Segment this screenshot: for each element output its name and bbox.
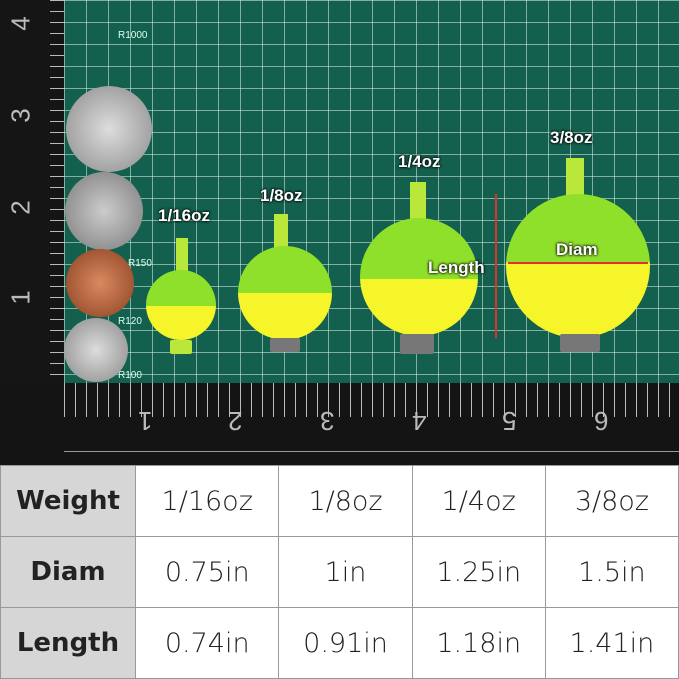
- table-cell: 1/8oz: [278, 465, 413, 537]
- table-cell: 1.18in: [411, 607, 546, 679]
- ruler-number: 2: [228, 406, 243, 436]
- penny-coin: [66, 249, 134, 317]
- dime-coin: [64, 318, 128, 382]
- vertical-ruler: 4 3 2 1: [0, 0, 64, 385]
- ruler-number: 4: [412, 406, 427, 436]
- mat-label: R1000: [118, 30, 148, 41]
- ruler-number: 3: [320, 406, 335, 436]
- size-table: Weight 1/16oz 1/8oz 1/4oz 3/8oz Diam 0.7…: [0, 465, 679, 679]
- table-cell: 0.75in: [134, 536, 280, 608]
- table-cell: 0.91in: [278, 607, 413, 679]
- product-photo: R1000 R150 R120 R100 4 3 2 1 1 2 3 4 5 6…: [0, 0, 679, 465]
- table-cell: 1in: [278, 536, 413, 608]
- ruler-number: 5: [502, 406, 517, 436]
- table-row-length: Length 0.74in 0.91in 1.18in 1.41in: [0, 607, 679, 679]
- float-1-4oz: [360, 218, 478, 336]
- nickel-coin: [65, 172, 143, 250]
- mat-label: R120: [118, 316, 142, 327]
- quarter-coin: [66, 86, 152, 172]
- row-header: Length: [0, 607, 136, 679]
- mat-label: R100: [118, 370, 142, 381]
- table-cell: 1.41in: [544, 607, 679, 679]
- ruler-number: 3: [5, 108, 36, 123]
- table-row-weight: Weight 1/16oz 1/8oz 1/4oz 3/8oz: [0, 465, 679, 537]
- row-header: Weight: [0, 465, 136, 537]
- table-cell: 1.5in: [544, 536, 679, 608]
- float-1-8oz: [238, 246, 332, 340]
- ruler-number: 1: [5, 290, 36, 305]
- ruler-number: 4: [5, 16, 36, 31]
- ruler-number: 2: [5, 200, 36, 215]
- float-label: 1/16oz: [158, 206, 210, 225]
- horizontal-ruler: 1 2 3 4 5 6: [0, 383, 679, 465]
- ruler-number: 6: [594, 406, 609, 436]
- float-3-8oz: [506, 194, 650, 338]
- table-cell: 1/4oz: [411, 465, 546, 537]
- table-row-diam: Diam 0.75in 1in 1.25in 1.5in: [0, 536, 679, 608]
- table-cell: 0.74in: [134, 607, 280, 679]
- table-cell: 3/8oz: [544, 465, 679, 537]
- length-annotation: Length: [428, 258, 485, 277]
- table-cell: 1/16oz: [134, 465, 280, 537]
- diam-arrow: [508, 262, 648, 264]
- float-label: 1/4oz: [398, 152, 441, 171]
- row-header: Diam: [0, 536, 136, 608]
- mat-label: R150: [128, 258, 152, 269]
- table-cell: 1.25in: [411, 536, 546, 608]
- ruler-number: 1: [138, 406, 153, 436]
- float-label: 1/8oz: [260, 186, 303, 205]
- float-label: 3/8oz: [550, 128, 593, 147]
- float-1-16oz: [146, 270, 216, 340]
- length-arrow: [495, 194, 497, 338]
- diam-annotation: Diam: [556, 240, 598, 259]
